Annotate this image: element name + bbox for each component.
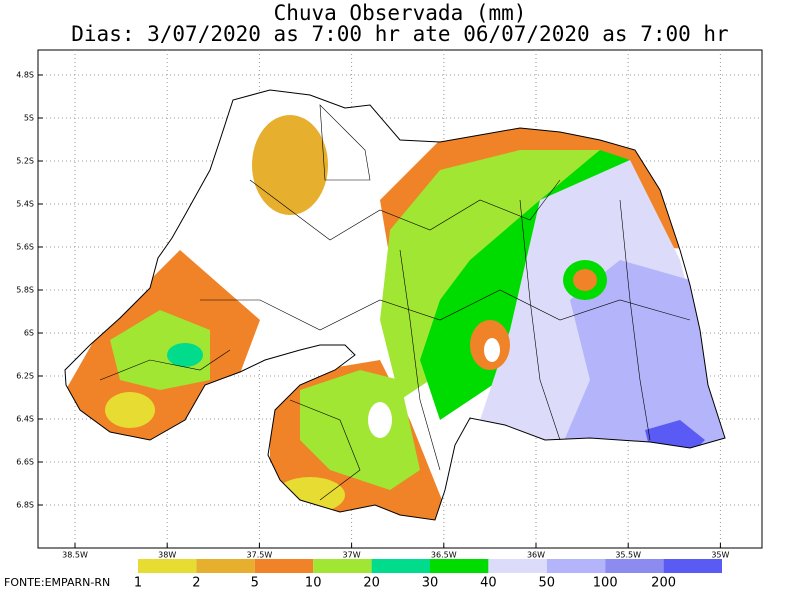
- rain-patch: [110, 310, 210, 390]
- lat-label: 5.8S: [16, 286, 34, 295]
- lat-label: 6.8S: [16, 501, 34, 510]
- rain-patch: [368, 402, 392, 438]
- legend-swatch: [663, 559, 722, 573]
- legend: 1 2 5 10 20 30 40 50 100 200: [134, 559, 722, 591]
- legend-swatch: [254, 559, 314, 573]
- rain-field: [65, 90, 725, 520]
- map-title: Chuva Observada (mm): [274, 1, 527, 25]
- legend-swatch: [138, 559, 197, 573]
- rain-patch: [167, 343, 203, 367]
- rain-patch: [252, 115, 328, 215]
- lat-label: 4.8S: [16, 71, 34, 80]
- municipal-border: [519, 199, 561, 441]
- legend-swatch: [313, 559, 372, 573]
- municipal-border: [289, 399, 361, 501]
- municipal-border: [200, 289, 691, 331]
- lon-label: 38.5W: [62, 551, 88, 560]
- legend-swatch: [488, 559, 547, 573]
- source-note: FONTE:EMPARN-RN: [4, 576, 110, 589]
- rain-patch: [300, 370, 420, 490]
- municipal-border: [399, 249, 441, 471]
- legend-label: 30: [422, 576, 439, 591]
- lon-label: 37.5W: [247, 551, 273, 560]
- lat-label: 6.4S: [16, 415, 34, 424]
- municipal-border: [319, 104, 371, 181]
- legend-label: 1: [134, 576, 142, 591]
- lat-label: 6.6S: [16, 458, 34, 467]
- lon-label: 36.5W: [431, 551, 457, 560]
- municipal-borders: [99, 104, 691, 501]
- municipal-border: [99, 349, 231, 381]
- legend-swatch: [196, 559, 255, 573]
- lat-label: 6.2S: [16, 372, 34, 381]
- lon-label: 35W: [711, 551, 729, 560]
- lat-label: 5.6S: [16, 243, 34, 252]
- state-outline: [64, 89, 726, 521]
- legend-label: 10: [305, 576, 322, 591]
- legend-label: 50: [539, 576, 556, 591]
- lon-label: 36W: [527, 551, 545, 560]
- lon-label: 35.5W: [615, 551, 641, 560]
- lat-label: 5.2S: [16, 157, 34, 166]
- rain-patch: [573, 269, 597, 291]
- map-frame: [37, 49, 763, 549]
- lat-label: 6S: [24, 329, 34, 338]
- lon-label: 38W: [158, 551, 176, 560]
- lat-label: 5S: [24, 114, 34, 123]
- legend-swatch: [546, 559, 606, 573]
- legend-label: 20: [363, 576, 380, 591]
- rain-patch: [275, 477, 345, 513]
- municipal-border: [619, 199, 651, 441]
- map-subtitle: Dias: 3/07/2020 as 7:00 hr ate 06/07/202…: [71, 22, 728, 46]
- legend-label: 5: [251, 576, 259, 591]
- rain-patch: [105, 392, 155, 428]
- municipal-border: [249, 179, 561, 241]
- legend-label: 40: [480, 576, 497, 591]
- legend-label: 100: [593, 576, 618, 591]
- legend-label: 200: [651, 576, 676, 591]
- rain-patch: [560, 260, 725, 450]
- legend-label: 2: [192, 576, 200, 591]
- lat-label: 5.4S: [16, 200, 34, 209]
- lon-label: 37W: [343, 551, 361, 560]
- legend-swatch: [371, 559, 430, 573]
- rain-patch: [484, 338, 500, 362]
- legend-swatch: [605, 559, 664, 573]
- legend-swatch: [430, 559, 489, 573]
